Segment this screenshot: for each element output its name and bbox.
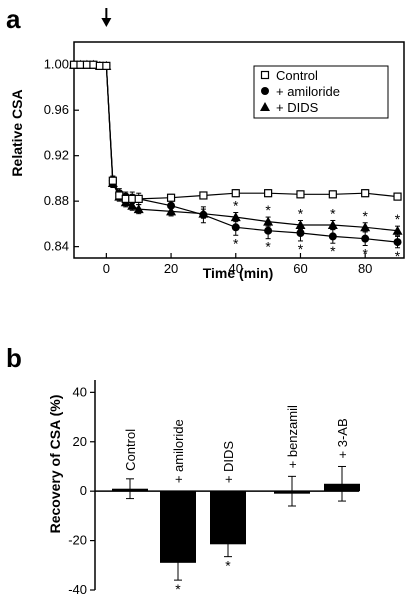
data-point — [263, 216, 274, 226]
significance-star: * — [233, 235, 239, 251]
legend-marker — [261, 87, 269, 95]
panel-b-letter: b — [6, 343, 22, 373]
data-point — [296, 190, 305, 199]
panel-a-series — [69, 59, 403, 249]
data-point — [199, 210, 208, 219]
significance-star: * — [298, 241, 304, 257]
significance-star: * — [225, 558, 231, 574]
y-tick-label: 0.96 — [44, 102, 69, 117]
panel-a-legend: Control+ amiloride+ DIDS — [253, 65, 389, 119]
panel-a-axes — [73, 41, 405, 259]
data-point — [393, 192, 402, 201]
data-point — [230, 212, 241, 222]
category-label: + amiloride — [171, 419, 186, 483]
data-point — [327, 220, 338, 230]
panel-a: a 0 20 40 60 800.840.880.920.961.00 * * * * * ** *… — [6, 4, 405, 281]
legend-label: Control — [276, 68, 318, 83]
series-0 — [69, 60, 402, 204]
data-point — [360, 222, 371, 232]
y-tick-label: 40 — [73, 384, 87, 399]
data-point — [167, 201, 176, 210]
significance-star: * — [395, 211, 401, 227]
panel-b-y-axis-title: Recovery of CSA (%) — [47, 395, 63, 534]
data-point — [328, 232, 337, 241]
data-point — [231, 189, 240, 198]
legend-label: + DIDS — [276, 100, 319, 115]
significance-star: * — [298, 205, 304, 221]
x-tick-label: 0 — [103, 261, 110, 276]
significance-star: * — [265, 239, 271, 255]
panel-a-x-axis-title: Time (min) — [203, 265, 274, 281]
significance-star: * — [362, 208, 368, 224]
panel-b-ticks: -40 -20 0 20 40 — [68, 384, 95, 597]
data-point — [133, 204, 144, 214]
significance-star: * — [362, 245, 368, 261]
data-point — [231, 223, 240, 232]
panel-b-bars: ** — [112, 465, 360, 597]
data-point — [296, 228, 305, 237]
significance-star: * — [330, 205, 336, 221]
x-tick-label: 60 — [293, 261, 307, 276]
y-tick-label: 0.88 — [44, 193, 69, 208]
data-point — [392, 225, 403, 235]
data-point — [361, 189, 370, 198]
panel-a-y-axis-title: Relative CSA — [9, 89, 25, 176]
x-tick-label: 80 — [358, 261, 372, 276]
y-tick-label: 1.00 — [44, 57, 69, 72]
y-tick-label: -40 — [68, 582, 87, 597]
data-point — [127, 200, 138, 210]
data-point — [134, 194, 143, 203]
significance-star: * — [330, 243, 336, 259]
arrow-icon — [101, 8, 112, 27]
data-point — [108, 176, 117, 185]
legend-marker — [260, 102, 270, 111]
data-point — [393, 238, 402, 247]
data-point — [328, 190, 337, 199]
data-point — [264, 189, 273, 198]
category-label: Control — [123, 429, 138, 471]
panel-a-letter: a — [6, 4, 21, 34]
y-tick-label: 0 — [80, 483, 87, 498]
panel-a-stars: * * * * * * * * * * * * — [233, 198, 401, 264]
legend-marker — [260, 70, 270, 80]
category-label: + DIDS — [221, 441, 236, 484]
y-tick-label: 20 — [73, 434, 87, 449]
significance-star: * — [265, 202, 271, 218]
data-point — [199, 191, 208, 200]
category-label: + benzamil — [285, 405, 300, 468]
legend-box — [253, 65, 389, 119]
panel-b-category-labels: Control + amiloride + DIDS + benzamil + 3-AB — [123, 405, 350, 483]
data-point — [166, 193, 176, 202]
x-tick-label: 20 — [164, 261, 178, 276]
x-tick-label: 40 — [229, 261, 243, 276]
arrow-head — [101, 18, 112, 27]
significance-star: * — [233, 198, 239, 214]
category-label: + 3-AB — [335, 418, 350, 458]
y-tick-label: 0.92 — [44, 148, 69, 163]
significance-star: * — [175, 581, 181, 597]
panel-a-ticks: 0 20 40 60 80 0.84 0.88 0.92 0.96 1.00 — [44, 57, 373, 276]
data-point — [264, 226, 273, 235]
y-tick-label: -20 — [68, 533, 87, 548]
data-point — [361, 234, 370, 243]
y-tick-label: 0.84 — [44, 239, 69, 254]
significance-star: * — [395, 248, 401, 264]
panel-a-plot-frame — [73, 41, 405, 259]
data-point — [102, 61, 111, 70]
legend-label: + amiloride — [276, 84, 340, 99]
